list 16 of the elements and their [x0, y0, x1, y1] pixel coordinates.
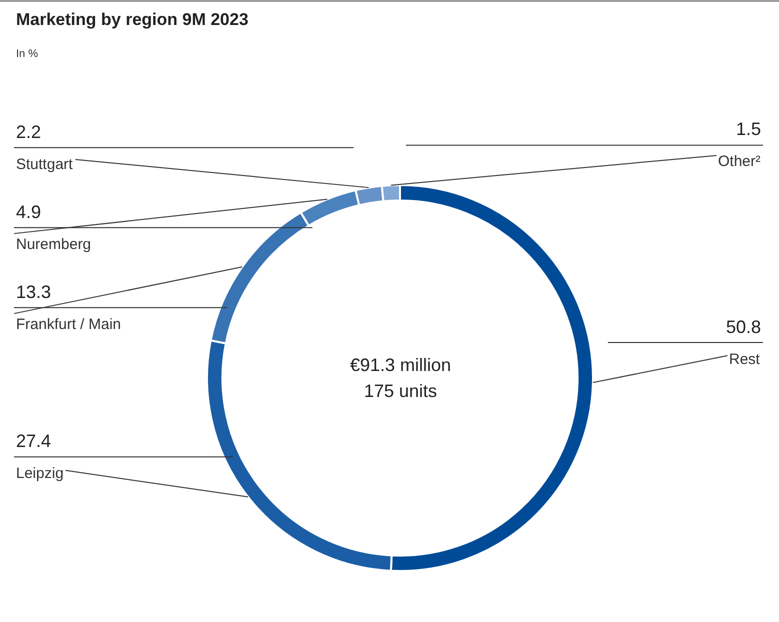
slice-label: Other²	[718, 153, 761, 170]
data-label: 4.9	[16, 202, 42, 222]
data-label: 50.8	[726, 317, 762, 337]
slice-label: Stuttgart	[16, 156, 74, 173]
slice-label: Frankfurt / Main	[16, 316, 122, 333]
chart-title: Marketing by region 9M 2023	[16, 10, 248, 29]
slice-label: Rest	[729, 351, 761, 368]
text: 175 units	[364, 381, 438, 401]
data-label: 27.4	[16, 431, 52, 451]
slice-label: Leipzig	[16, 465, 64, 482]
data-label: 13.3	[16, 282, 52, 302]
text: €91.3 million	[350, 355, 452, 375]
slice-label: Nuremberg	[16, 236, 92, 253]
data-label: 1.5	[736, 119, 762, 139]
chart-subtitle: In %	[16, 48, 38, 60]
data-label: 2.2	[16, 122, 42, 142]
